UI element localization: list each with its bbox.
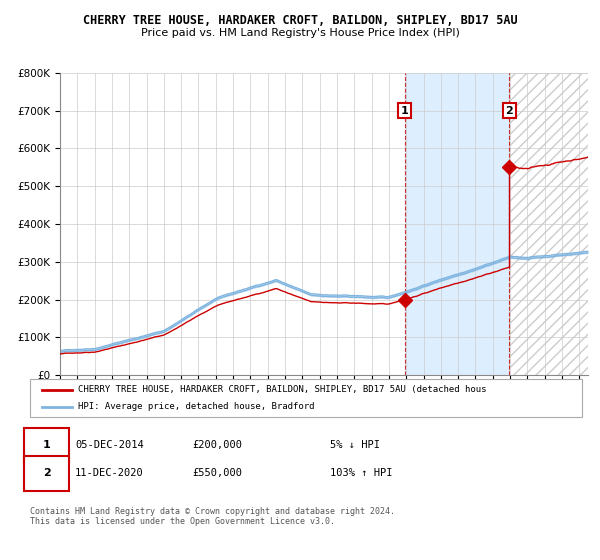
Bar xyxy=(509,73,600,375)
Text: Contains HM Land Registry data © Crown copyright and database right 2024.
This d: Contains HM Land Registry data © Crown c… xyxy=(30,507,395,526)
Text: CHERRY TREE HOUSE, HARDAKER CROFT, BAILDON, SHIPLEY, BD17 5AU (detached hous: CHERRY TREE HOUSE, HARDAKER CROFT, BAILD… xyxy=(78,385,487,394)
Text: 2: 2 xyxy=(43,468,50,478)
Text: 1: 1 xyxy=(401,106,409,115)
Bar xyxy=(405,73,509,375)
Text: £550,000: £550,000 xyxy=(192,468,242,478)
Text: 103% ↑ HPI: 103% ↑ HPI xyxy=(330,468,392,478)
Text: 5% ↓ HPI: 5% ↓ HPI xyxy=(330,440,380,450)
Text: HPI: Average price, detached house, Bradford: HPI: Average price, detached house, Brad… xyxy=(78,402,314,411)
Text: 2: 2 xyxy=(505,106,513,115)
Text: 1: 1 xyxy=(43,440,50,450)
Text: 05-DEC-2014: 05-DEC-2014 xyxy=(75,440,144,450)
Text: £200,000: £200,000 xyxy=(192,440,242,450)
Text: 11-DEC-2020: 11-DEC-2020 xyxy=(75,468,144,478)
Text: CHERRY TREE HOUSE, HARDAKER CROFT, BAILDON, SHIPLEY, BD17 5AU: CHERRY TREE HOUSE, HARDAKER CROFT, BAILD… xyxy=(83,14,517,27)
Text: Price paid vs. HM Land Registry's House Price Index (HPI): Price paid vs. HM Land Registry's House … xyxy=(140,28,460,38)
